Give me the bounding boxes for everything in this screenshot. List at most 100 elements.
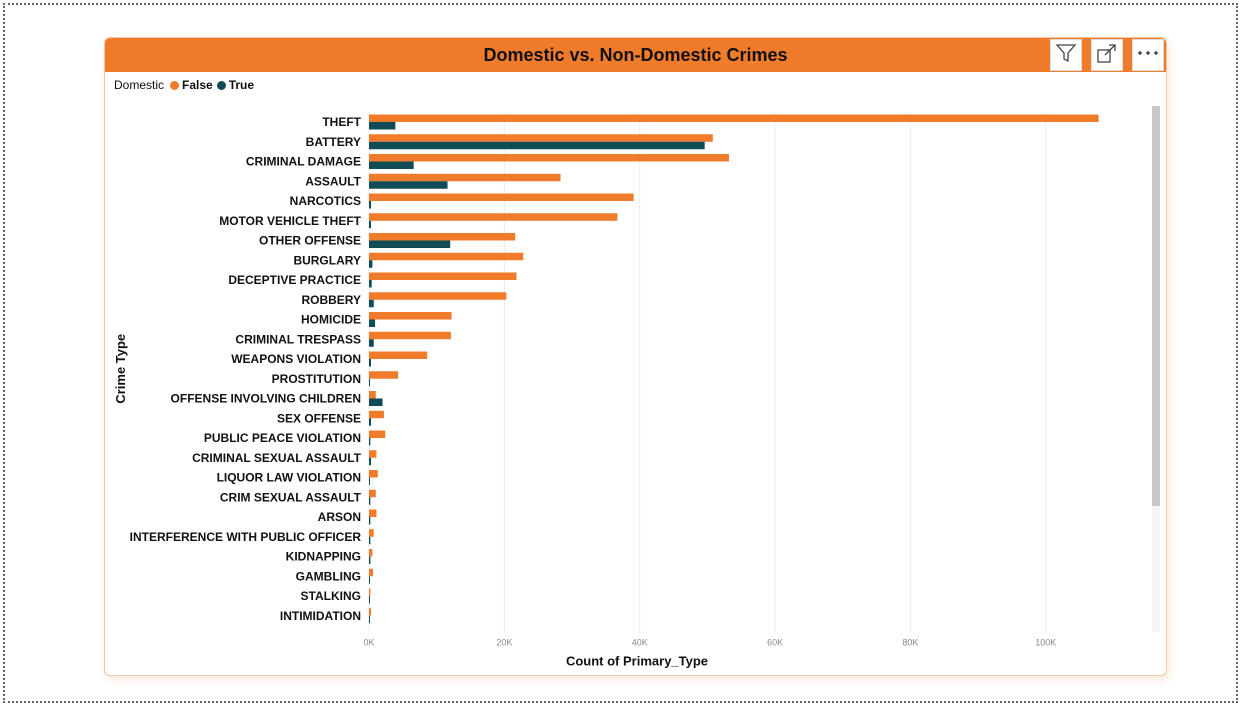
bar-true bbox=[369, 398, 383, 406]
focus-mode-button[interactable] bbox=[1091, 39, 1123, 71]
bar-false bbox=[369, 450, 377, 458]
bar-false bbox=[369, 588, 371, 596]
y-category-label: PROSTITUTION bbox=[272, 372, 361, 386]
y-category-label: LIQUOR LAW VIOLATION bbox=[217, 471, 361, 485]
y-category-label: CRIMINAL SEXUAL ASSAULT bbox=[192, 451, 362, 465]
x-tick-label: 100K bbox=[1035, 638, 1056, 648]
bar-true bbox=[369, 339, 374, 347]
focus-mode-icon bbox=[1096, 42, 1118, 69]
filter-icon bbox=[1055, 42, 1077, 69]
x-tick-label: 40K bbox=[632, 638, 648, 648]
y-category-label: BATTERY bbox=[306, 135, 361, 149]
y-category-label: KIDNAPPING bbox=[286, 550, 361, 564]
bar-false bbox=[369, 193, 634, 201]
bar-true bbox=[369, 418, 372, 426]
bar-true bbox=[369, 299, 374, 308]
bar-true bbox=[369, 576, 370, 584]
y-category-label: NARCOTICS bbox=[290, 194, 361, 208]
legend-label-true: True bbox=[228, 78, 255, 92]
bar-true bbox=[369, 615, 370, 624]
y-category-label: GAMBLING bbox=[296, 569, 361, 583]
bar-true bbox=[369, 260, 373, 268]
bar-true bbox=[369, 596, 370, 604]
y-category-label: STALKING bbox=[301, 589, 361, 603]
bar-false bbox=[369, 272, 517, 280]
y-category-label: BURGLARY bbox=[293, 253, 361, 267]
bar-false bbox=[369, 489, 376, 498]
bar-true bbox=[369, 319, 376, 327]
bar-false bbox=[369, 549, 373, 557]
y-category-label: WEAPONS VIOLATION bbox=[231, 352, 361, 366]
legend-item-false[interactable]: False bbox=[170, 78, 213, 92]
bar-false bbox=[369, 154, 730, 162]
filter-button[interactable] bbox=[1050, 39, 1082, 71]
bar-false bbox=[369, 470, 378, 478]
bar-false bbox=[369, 371, 399, 379]
bar-false bbox=[369, 410, 384, 419]
bar-true bbox=[369, 240, 451, 248]
bar-false bbox=[369, 391, 376, 399]
y-category-label: CRIMINAL TRESPASS bbox=[235, 332, 361, 346]
x-tick-label: 60K bbox=[767, 638, 783, 648]
x-tick-label: 80K bbox=[902, 638, 918, 648]
bar-true bbox=[369, 457, 372, 466]
bar-false bbox=[369, 312, 452, 320]
legend-label-false: False bbox=[182, 78, 213, 92]
y-category-label: SEX OFFENSE bbox=[277, 411, 361, 425]
bar-true bbox=[369, 378, 370, 387]
bar-true bbox=[369, 556, 371, 564]
y-category-label: OTHER OFFENSE bbox=[259, 234, 361, 248]
y-axis-title: Crime Type bbox=[113, 334, 128, 404]
chart-visual[interactable]: Domestic vs. Non-Domestic Crimes Domesti… bbox=[104, 37, 1167, 676]
bar-false bbox=[369, 430, 386, 438]
y-category-label: INTIMIDATION bbox=[280, 609, 361, 623]
bar-false bbox=[369, 173, 561, 182]
bar-false bbox=[369, 213, 618, 221]
legend: Domestic False True bbox=[114, 78, 258, 92]
y-category-label: MOTOR VEHICLE THEFT bbox=[219, 214, 361, 228]
y-category-label: ASSAULT bbox=[305, 174, 361, 188]
y-category-label: HOMICIDE bbox=[301, 313, 361, 327]
title-bar: Domestic vs. Non-Domestic Crimes bbox=[105, 38, 1166, 72]
bar-true bbox=[369, 438, 371, 446]
bar-true bbox=[369, 161, 414, 169]
y-category-label: DECEPTIVE PRACTICE bbox=[228, 273, 361, 287]
legend-dot-false bbox=[170, 80, 180, 90]
bar-false bbox=[369, 568, 374, 577]
y-category-label: OFFENSE INVOLVING CHILDREN bbox=[171, 392, 361, 406]
bar-false bbox=[369, 233, 516, 241]
bar-true bbox=[369, 517, 371, 525]
scrollbar-thumb[interactable] bbox=[1152, 106, 1160, 506]
bar-true bbox=[369, 122, 396, 130]
bar-true bbox=[369, 359, 372, 367]
bar-false bbox=[369, 134, 713, 142]
x-axis-title: Count of Primary_Type bbox=[566, 654, 708, 669]
bar-false bbox=[369, 529, 374, 537]
legend-item-true[interactable]: True bbox=[216, 78, 255, 92]
bar-true bbox=[369, 141, 705, 150]
y-category-label: CRIMINAL DAMAGE bbox=[246, 155, 361, 169]
bar-false bbox=[369, 252, 524, 261]
x-tick-label: 20K bbox=[496, 638, 512, 648]
bar-false bbox=[369, 351, 428, 359]
y-category-label: PUBLIC PEACE VIOLATION bbox=[204, 431, 361, 445]
bar-true bbox=[369, 220, 372, 229]
bar-true bbox=[369, 201, 372, 209]
more-options-icon bbox=[1136, 42, 1160, 69]
y-category-label: CRIM SEXUAL ASSAULT bbox=[220, 490, 362, 504]
bar-true bbox=[369, 477, 370, 485]
y-category-label: ROBBERY bbox=[301, 293, 361, 307]
bar-true bbox=[369, 497, 371, 505]
page-border bbox=[3, 3, 1238, 703]
more-options-button[interactable] bbox=[1132, 39, 1164, 71]
bar-true bbox=[369, 181, 448, 189]
bar-false bbox=[369, 331, 451, 340]
x-tick-label: 0K bbox=[363, 638, 374, 648]
y-category-label: ARSON bbox=[318, 510, 361, 524]
bar-false bbox=[369, 608, 372, 616]
bar-false bbox=[369, 509, 377, 517]
chart-plot: 0K 20K 40K 60K 80K 100K THEFT BATTERY CRIMINAL D… bbox=[113, 112, 1099, 669]
y-category-label: INTERFERENCE WITH PUBLIC OFFICER bbox=[130, 530, 362, 544]
bar-true bbox=[369, 536, 371, 545]
bar-false bbox=[369, 114, 1099, 122]
